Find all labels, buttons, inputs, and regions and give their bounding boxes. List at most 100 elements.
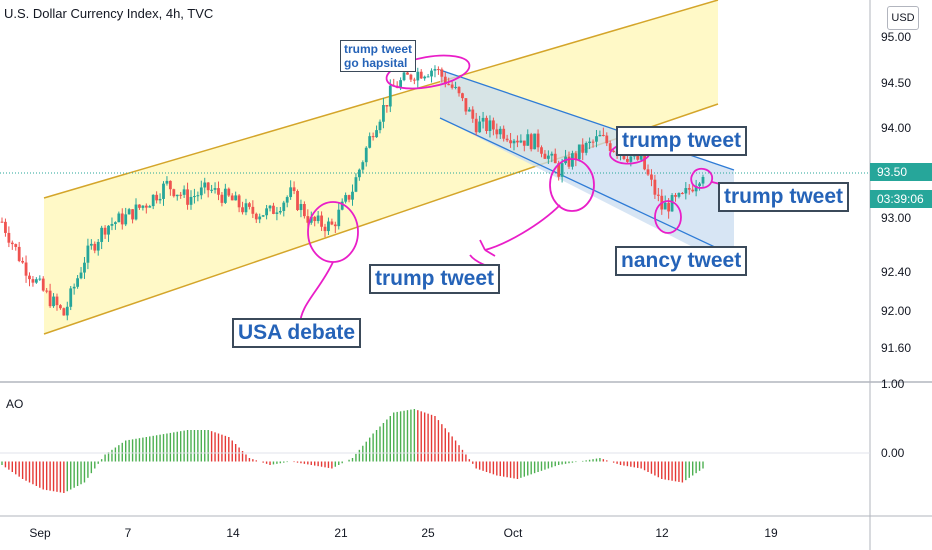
candle-body bbox=[34, 279, 38, 283]
candle-body bbox=[83, 262, 86, 273]
candle-body bbox=[622, 154, 626, 159]
candle-body bbox=[643, 154, 646, 170]
candle-body bbox=[529, 134, 533, 150]
candle-body bbox=[557, 163, 561, 177]
ao-tick-0: 0.00 bbox=[881, 446, 905, 460]
candle-body bbox=[110, 223, 114, 226]
candle-body bbox=[653, 179, 657, 195]
candle-body bbox=[536, 133, 540, 148]
candle-body bbox=[28, 275, 31, 280]
candle-body bbox=[275, 212, 279, 214]
candle-body bbox=[141, 205, 145, 208]
annotation-usa-debate[interactable]: USA debate bbox=[232, 318, 362, 348]
chart-title: U.S. Dollar Currency Index, 4h, TVC bbox=[4, 6, 214, 21]
candle-body bbox=[354, 177, 358, 192]
candle-body bbox=[481, 117, 485, 122]
candle-body bbox=[457, 86, 461, 94]
candle-body bbox=[313, 216, 317, 222]
candle-body bbox=[691, 189, 695, 192]
candle-body bbox=[292, 187, 296, 192]
price-tick-92-40: 92.40 bbox=[881, 265, 912, 279]
candle-body bbox=[543, 153, 547, 159]
annotation-trump-hospital[interactable]: trump tweet go hapsital bbox=[340, 40, 417, 72]
time-tick-12: 12 bbox=[655, 526, 669, 540]
candle-body bbox=[512, 140, 516, 144]
candle-body bbox=[694, 186, 698, 192]
candle-body bbox=[237, 195, 241, 208]
candle-body bbox=[268, 205, 272, 209]
candle-body bbox=[244, 203, 248, 213]
candle-body bbox=[364, 147, 368, 163]
candle-body bbox=[107, 225, 110, 235]
candle-body bbox=[440, 69, 444, 77]
candle-body bbox=[175, 194, 179, 197]
candle-body bbox=[581, 144, 585, 153]
candle-body bbox=[72, 286, 76, 289]
time-tick-14: 14 bbox=[226, 526, 240, 540]
candle-body bbox=[4, 221, 7, 233]
candle-body bbox=[306, 216, 310, 223]
candle-body bbox=[454, 86, 457, 88]
marker-circle-oct5 bbox=[549, 158, 595, 212]
candle-body bbox=[0, 221, 4, 223]
candle-body bbox=[663, 202, 667, 210]
currency-button[interactable]: USD bbox=[887, 6, 919, 30]
candle-body bbox=[52, 296, 55, 307]
candle-body bbox=[629, 156, 633, 162]
time-tick-21: 21 bbox=[334, 526, 348, 540]
candle-body bbox=[684, 188, 688, 194]
marker-circle-oct12 bbox=[654, 200, 682, 234]
candle-body bbox=[419, 71, 423, 79]
hand-markers bbox=[299, 54, 729, 326]
candle-body bbox=[217, 188, 220, 195]
candle-body bbox=[382, 105, 385, 122]
candle-body bbox=[498, 128, 502, 135]
annotation-trump-tweet-top[interactable]: trump tweet bbox=[616, 126, 748, 156]
candle-body bbox=[241, 207, 244, 213]
candle-body bbox=[86, 245, 90, 263]
candle-body bbox=[368, 136, 372, 148]
candle-body bbox=[89, 243, 93, 246]
candle-body bbox=[491, 120, 495, 130]
candle-body bbox=[416, 71, 420, 81]
annotation-line-2: go hapsital bbox=[344, 56, 408, 70]
price-tick-92: 92.00 bbox=[881, 304, 912, 318]
candle-body bbox=[388, 85, 392, 107]
candle-body bbox=[265, 208, 268, 216]
candle-body bbox=[646, 169, 650, 175]
candle-body bbox=[213, 188, 217, 190]
candle-body bbox=[162, 183, 165, 199]
candle-body bbox=[193, 196, 196, 198]
candle-body bbox=[62, 308, 66, 316]
annotation-trump-tweet-bottom[interactable]: trump tweet bbox=[369, 264, 501, 294]
candle-body bbox=[375, 130, 378, 138]
candle-body bbox=[385, 105, 389, 107]
candle-body bbox=[333, 224, 337, 227]
candle-body bbox=[502, 128, 506, 139]
candle-body bbox=[179, 194, 183, 196]
candle-body bbox=[461, 93, 464, 99]
candle-body bbox=[55, 296, 59, 306]
candle-body bbox=[330, 221, 334, 225]
candle-body bbox=[577, 144, 581, 160]
candle-body bbox=[409, 74, 413, 80]
price-tick-93: 93.00 bbox=[881, 211, 912, 225]
candle-body bbox=[447, 84, 451, 86]
candle-body bbox=[48, 290, 52, 307]
candle-body bbox=[285, 197, 289, 203]
candle-body bbox=[560, 163, 564, 177]
candle-body bbox=[278, 210, 282, 213]
candle-body bbox=[636, 152, 640, 160]
up-channel-top-line bbox=[43, 0, 719, 199]
candle-body bbox=[199, 187, 203, 196]
candle-body bbox=[347, 195, 351, 200]
annotation-nancy-tweet[interactable]: nancy tweet bbox=[615, 246, 748, 276]
candle-body bbox=[433, 69, 437, 71]
candle-body bbox=[588, 141, 592, 144]
annotation-trump-tweet-right[interactable]: trump tweet bbox=[718, 182, 850, 212]
down-channel-bottom-line bbox=[439, 117, 735, 257]
ao-indicator-label: AO bbox=[6, 397, 24, 411]
candle-body bbox=[412, 79, 416, 81]
candle-body bbox=[327, 221, 330, 232]
candle-body bbox=[299, 204, 303, 211]
